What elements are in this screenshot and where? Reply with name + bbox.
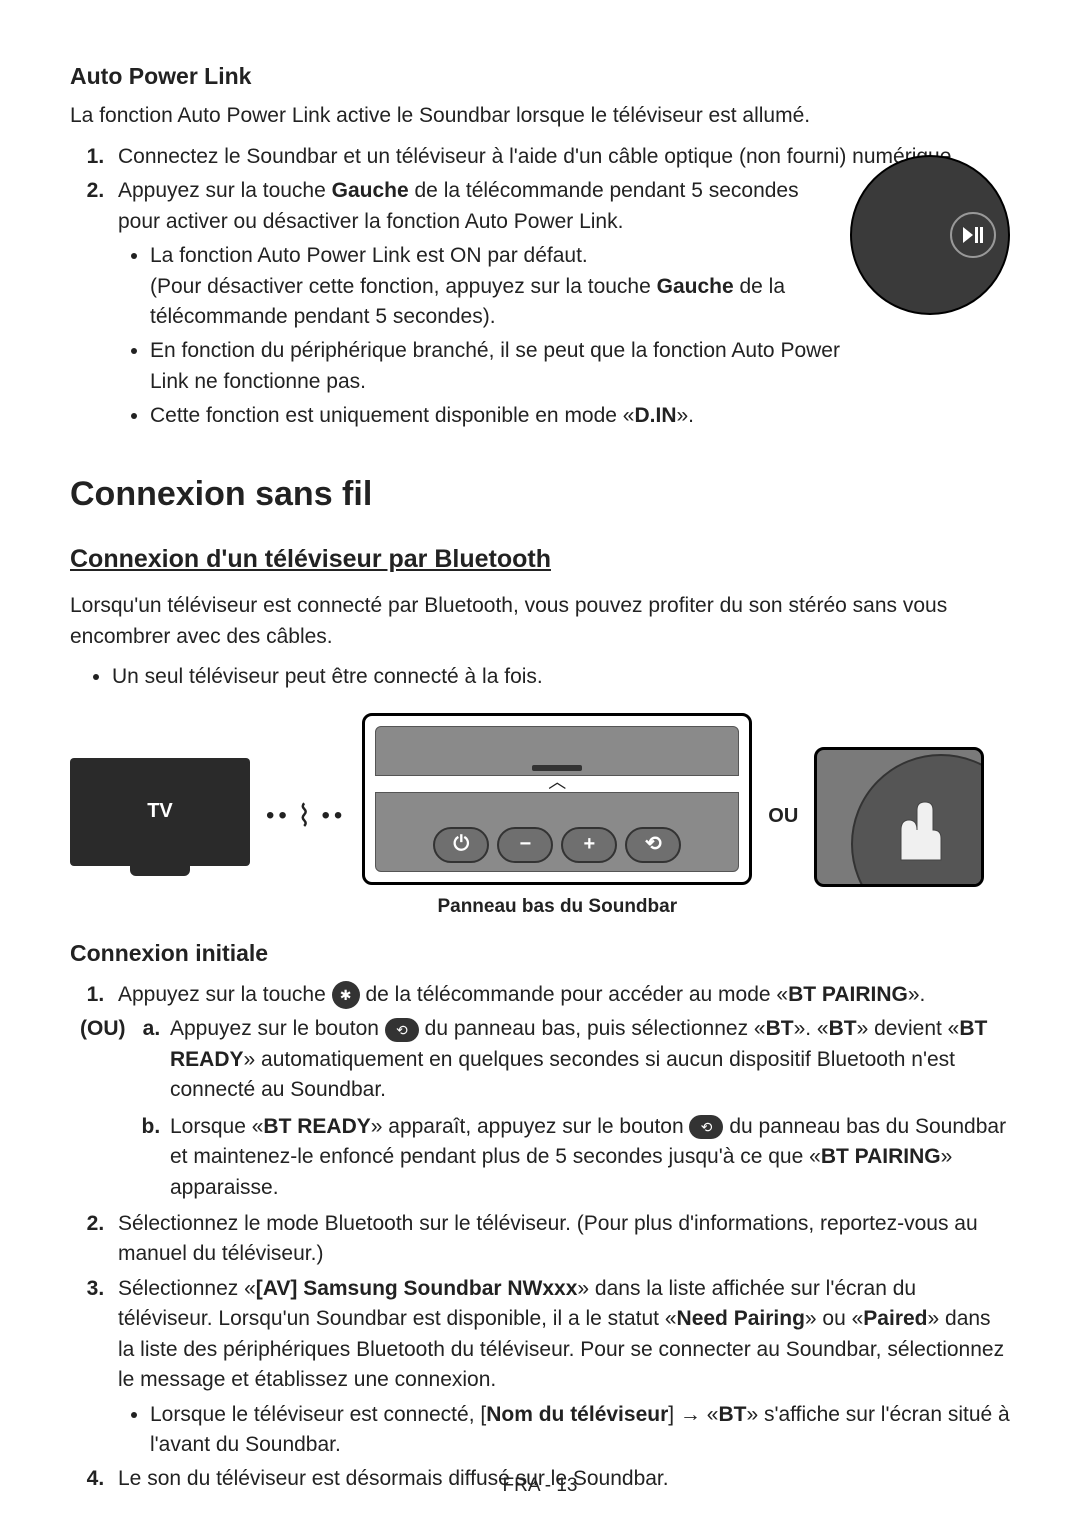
step-text: Lorsque «​: [170, 1115, 263, 1138]
need-pairing-bold: Need Pairing: [677, 1307, 805, 1330]
pair-icon: ✱: [332, 981, 360, 1009]
panel-caption: Panneau bas du Soundbar: [362, 893, 752, 921]
dot-icon: ••: [321, 799, 346, 834]
wireless-intro: Lorsqu'un téléviseur est connecté par Bl…: [70, 591, 1010, 652]
av-bold: [AV] Samsung Soundbar NWxxx: [256, 1277, 578, 1300]
tv-label: TV: [147, 797, 173, 826]
play-pause-icon: [963, 227, 983, 243]
list-item: Appuyez sur le bouton ⟲ du panneau bas, …: [166, 1014, 1010, 1105]
list-item: Lorsque le téléviseur est connecté, [Nom…: [150, 1400, 1010, 1461]
soundbar-top: [375, 726, 739, 776]
alpha-steps: Appuyez sur le bouton ⟲ du panneau bas, …: [136, 1014, 1010, 1203]
step-text: Connectez le Soundbar et un téléviseur à…: [118, 145, 957, 168]
step-text: de la télécommande pour accéder au mode …: [365, 983, 788, 1006]
bt-pairing-bold: BT PAIRING: [821, 1145, 941, 1168]
tv-stand: [130, 866, 190, 876]
initial-heading: Connexion initiale: [70, 937, 1010, 970]
gauche-bold: Gauche: [332, 179, 409, 202]
wireless-heading: Connexion sans fil: [70, 470, 1010, 519]
list-item: Sélectionnez le mode Bluetooth sur le té…: [110, 1209, 1010, 1270]
din-bold: D.IN: [635, 404, 677, 427]
soundbar-panel-wrap: ︿ ⏻ − + ⟲ Panneau bas du Soundbar: [362, 713, 752, 921]
bt-ready-bold: BT READY: [263, 1115, 370, 1138]
plus-icon: +: [561, 827, 617, 863]
source-icon: ⟲: [625, 827, 681, 863]
list-item: En fonction du périphérique branché, il …: [150, 336, 1010, 397]
soundbar-slot: [532, 765, 582, 771]
tv-illustration: TV: [70, 758, 250, 876]
auto-power-title: Auto Power Link: [70, 60, 1010, 93]
bt-bold: BT: [766, 1017, 794, 1040]
step-text: ​».: [908, 983, 926, 1006]
step-text: ​» devient «​: [857, 1017, 960, 1040]
step-text: Appuyez sur la touche: [118, 179, 332, 202]
soundbar-panel-illustration: ︿ ⏻ − + ⟲: [362, 713, 752, 885]
remote-play-button: [950, 212, 996, 258]
bullet-text: Cette fonction est uniquement disponible…: [150, 404, 635, 427]
bt-pairing-bold: BT PAIRING: [788, 983, 908, 1006]
list-item: Sélectionnez «​[AV] Samsung Soundbar NWx…: [110, 1274, 1010, 1461]
initial-steps: Appuyez sur la touche ✱ de la télécomman…: [70, 980, 1010, 1010]
sub-bullets: Lorsque le téléviseur est connecté, [Nom…: [118, 1400, 1010, 1461]
source-icon: ⟲: [385, 1018, 419, 1042]
hand-press-icon: [881, 800, 961, 870]
bullet-text: Lorsque le téléviseur est connecté, [: [150, 1403, 486, 1426]
tv-screen: TV: [70, 758, 250, 866]
step-text: du panneau bas, puis sélectionnez «​: [425, 1017, 766, 1040]
list-item: Appuyez sur la touche ✱ de la télécomman…: [110, 980, 1010, 1010]
bullet-text: En fonction du périphérique branché, il …: [150, 339, 840, 392]
remote-press-illustration: [814, 747, 984, 887]
bullet-text: ​».: [677, 404, 695, 427]
list-item: Un seul téléviseur peut être connecté à …: [112, 662, 1010, 692]
ou-alternative-block: (OU) Appuyez sur le bouton ⟲ du panneau …: [80, 1014, 1010, 1209]
ou-separator: OU: [768, 802, 798, 831]
bullet-text: La fonction Auto Power Link est ON par d…: [150, 244, 588, 267]
gauche-bold: Gauche: [657, 275, 734, 298]
step-text: Sélectionnez le mode Bluetooth sur le té…: [118, 1212, 978, 1265]
bluetooth-icon: ⌇: [297, 795, 316, 839]
remote-disc-illustration: [850, 155, 1010, 315]
source-icon: ⟲: [689, 1115, 723, 1139]
dot-icon: ••: [266, 799, 291, 834]
connection-diagram: TV •• ⌇ •• ︿ ⏻ − + ⟲ Panneau bas du Soun…: [70, 717, 1010, 917]
bluetooth-signal-icon: •• ⌇ ••: [266, 795, 346, 839]
paired-bold: Paired: [863, 1307, 927, 1330]
ou-label: (OU): [80, 1014, 136, 1044]
step-text: ​» automatiquement en quelques secondes …: [170, 1048, 955, 1101]
bt-bold: BT: [718, 1403, 746, 1426]
page-number: FRA - 13: [0, 1472, 1080, 1500]
step-text: Sélectionnez «​: [118, 1277, 256, 1300]
bluetooth-tv-heading: Connexion d'un téléviseur par Bluetooth: [70, 541, 1010, 577]
bullet-text: ] → «​: [668, 1403, 718, 1426]
step-text: Appuyez sur le bouton: [170, 1017, 385, 1040]
minus-icon: −: [497, 827, 553, 863]
step-text: ​» apparaît, appuyez sur le bouton: [371, 1115, 690, 1138]
down-arrow-icon: ︿: [375, 776, 739, 792]
power-icon: ⏻: [433, 827, 489, 863]
bullet-text: Un seul téléviseur peut être connecté à …: [112, 665, 543, 688]
tv-name-bold: Nom du téléviseur: [486, 1403, 668, 1426]
wireless-bullets: Un seul téléviseur peut être connecté à …: [80, 662, 1010, 692]
soundbar-bottom: ⏻ − + ⟲: [375, 792, 739, 872]
list-item: Cette fonction est uniquement disponible…: [150, 401, 1010, 431]
list-item: Lorsque «​BT READY​» apparaît, appuyez s…: [166, 1112, 1010, 1203]
bt-bold: BT: [829, 1017, 857, 1040]
auto-power-intro: La fonction Auto Power Link active le So…: [70, 101, 1010, 131]
remote-outer-ring: [850, 155, 1010, 315]
step-text: Appuyez sur la touche: [118, 983, 332, 1006]
step-text: ​». «​: [794, 1017, 829, 1040]
step-text: ​» ou «​: [805, 1307, 863, 1330]
bullet-text: (Pour désactiver cette fonction, appuyez…: [150, 275, 657, 298]
initial-steps-cont: Sélectionnez le mode Bluetooth sur le té…: [70, 1209, 1010, 1495]
